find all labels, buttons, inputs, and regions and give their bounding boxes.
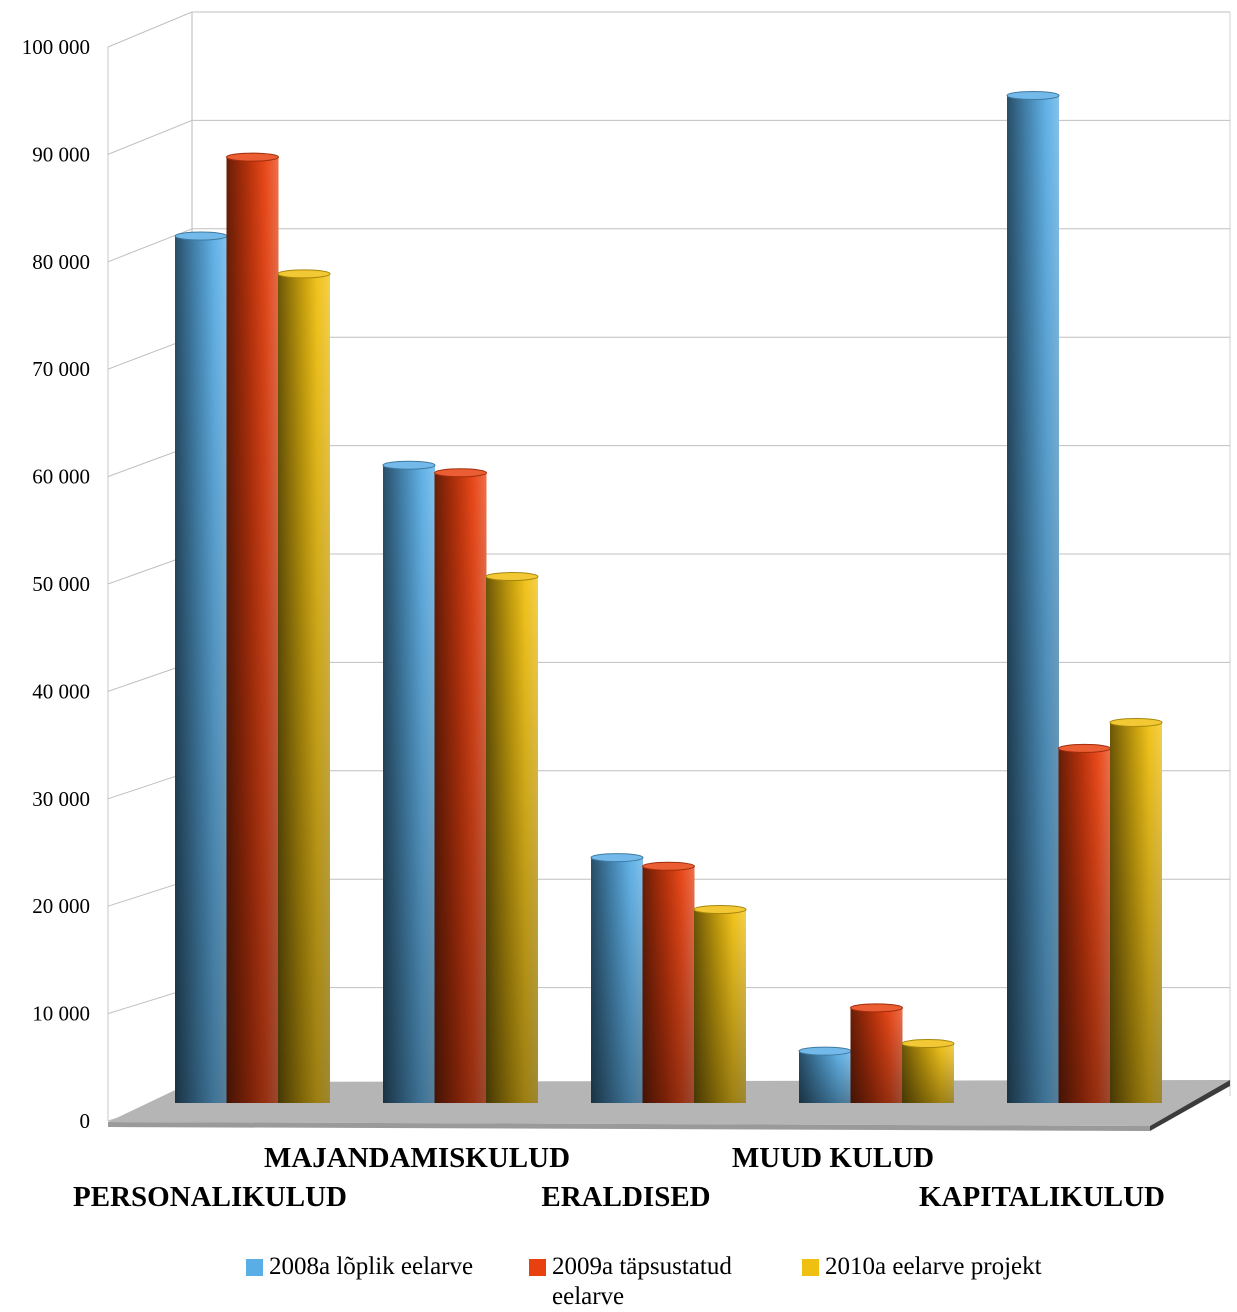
bar-2-majandamiskulud [434,468,487,1104]
gridline-10 [107,11,1230,48]
floor-front [108,1122,1150,1131]
y-tick-label-10: 100 000 [22,35,90,59]
legend-item-series-3: 2010a eelarve projekt [802,1252,1042,1282]
bar-3-eraldised [693,905,747,1103]
category-label-majandamiskulud: MAJANDAMISKULUD [264,1142,570,1174]
bars [174,91,1163,1104]
category-label-kapitalikulud: KAPITALIKULUD [919,1181,1165,1213]
bar-3-personalikulud [277,269,331,1103]
y-tick-label-7: 70 000 [32,357,90,381]
bar-3-muud-kulud [901,1039,955,1103]
gridline-9 [107,119,1230,155]
bar-2-personalikulud [226,152,279,1103]
legend-swatch-series-3 [802,1259,819,1276]
bar-2-eraldised [642,861,695,1103]
y-tick-label-8: 80 000 [32,250,90,274]
category-label-muud-kulud: MUUD KULUD [732,1142,934,1174]
bar-1-muud-kulud [798,1046,852,1103]
floor-side [1150,1080,1230,1131]
legend-swatch-series-1 [246,1259,263,1276]
legend-label-series-3: 2010a eelarve projekt [825,1253,1042,1280]
y-tick-label-5: 50 000 [32,572,90,596]
y-tick-label-0: 0 [80,1109,91,1133]
legend: 2008a lõplik eelarve 2009a täpsustatud e… [246,1252,1146,1310]
y-tick-label-3: 30 000 [32,787,90,811]
bar-1-kapitalikulud [1006,91,1060,1104]
y-tick-label-4: 40 000 [32,679,90,703]
legend-swatch-series-2 [529,1259,546,1276]
bar-1-majandamiskulud [382,460,436,1104]
y-tick-label-6: 60 000 [32,465,90,489]
y-tick-label-1: 10 000 [32,1002,90,1026]
legend-label-series-1: 2008a lõplik eelarve [269,1253,474,1280]
bar-2-kapitalikulud [1058,743,1111,1103]
category-label-eraldised: ERALDISED [541,1181,710,1213]
category-label-personalikulud: PERSONALIKULUD [73,1181,347,1213]
legend-item-series-2: 2009a täpsustatud eelarve [529,1252,789,1312]
bar-1-eraldised [590,853,644,1103]
y-axis-ticks: 0 10 000 20 000 30 000 40 000 50 000 60 000 70 … [22,35,90,1133]
bar-3-majandamiskulud [485,572,539,1103]
legend-item-series-1: 2008a lõplik eelarve [246,1252,473,1282]
y-tick-label-9: 90 000 [32,142,90,166]
y-tick-label-2: 20 000 [32,894,90,918]
bar-3-kapitalikulud [1109,717,1163,1103]
bar-2-muud-kulud [850,1003,903,1103]
category-labels: PERSONALIKULUD MAJANDAMISKULUD ERALDISED MU… [73,1142,1165,1213]
bar-1-personalikulud [174,231,228,1104]
legend-label-series-2: 2009a täpsustatud eelarve [552,1253,732,1310]
